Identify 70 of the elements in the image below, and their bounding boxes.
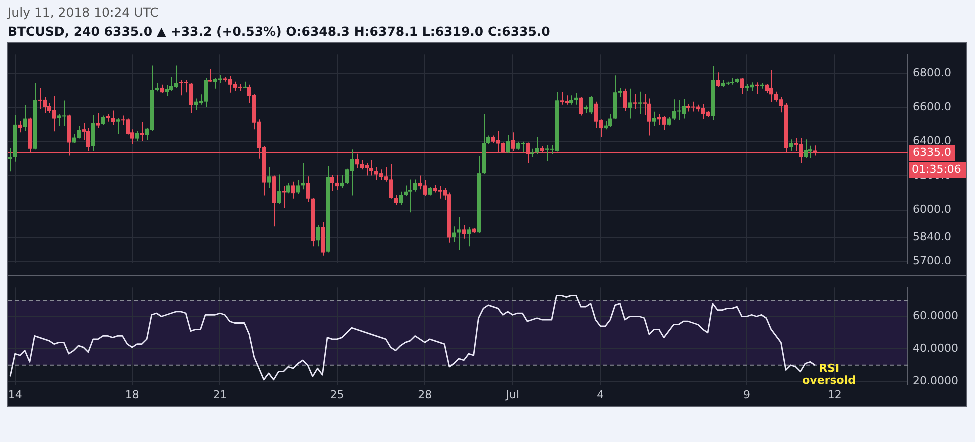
candlestick (102, 115, 106, 126)
candlestick (638, 91, 642, 115)
candlestick (652, 111, 656, 127)
candlestick (316, 224, 320, 248)
x-tick-label: 21 (213, 388, 228, 402)
candlestick (790, 139, 794, 152)
candlestick (18, 120, 22, 134)
candlestick (570, 95, 574, 106)
candlestick (408, 179, 412, 214)
candlestick (96, 112, 100, 129)
candlestick (208, 68, 212, 83)
y-tick-label: 20.0000 (913, 374, 958, 388)
candlestick (296, 180, 300, 195)
x-tick-label: 25 (330, 388, 344, 402)
chart-title: July 11, 2018 10:24 UTC (8, 4, 160, 22)
candlestick (400, 191, 404, 206)
candlestick (716, 72, 720, 88)
candlestick (278, 174, 282, 205)
y-tick-label: 5840.0 (913, 230, 952, 244)
candlestick (112, 110, 116, 126)
candlestick (8, 148, 12, 172)
x-tick-label: Jul (505, 388, 520, 402)
candlestick (190, 82, 194, 114)
y-tick-label: 5700.0 (913, 254, 952, 268)
y-tick-label: 6800.0 (913, 66, 952, 80)
x-tick-label: 4 (597, 388, 604, 402)
candlestick (282, 186, 286, 209)
x-tick-label: 9 (744, 388, 751, 402)
candlestick (580, 96, 584, 116)
candlestick (370, 160, 374, 176)
candlestick (116, 118, 120, 135)
candlestick (268, 166, 272, 189)
candlestick (140, 122, 144, 142)
candlestick (92, 114, 96, 152)
candlestick (574, 92, 578, 106)
x-tick-label: 14 (8, 388, 22, 402)
candlestick (306, 176, 310, 202)
candlestick (394, 194, 398, 206)
text: 01:35:06 (912, 162, 962, 176)
candlestick (286, 182, 290, 194)
candlestick (648, 98, 652, 136)
candlestick (740, 78, 744, 95)
candlestick (24, 104, 28, 132)
y-tick-label: 6600.0 (913, 100, 952, 114)
candlestick (608, 114, 612, 128)
candlestick (452, 226, 456, 243)
candlestick (468, 226, 472, 248)
y-tick-label: 40.0000 (913, 342, 958, 356)
candlestick (536, 136, 540, 155)
candlestick (506, 134, 510, 154)
x-tick-label: 12 (828, 388, 842, 402)
y-tick-label: 6000.0 (913, 203, 952, 216)
y-tick-label: 6400.0 (913, 134, 952, 148)
annotation: RSI oversold (802, 362, 856, 388)
x-tick-label: 28 (418, 388, 432, 402)
y-tick-label: 60.0000 (913, 310, 958, 323)
candlestick (634, 94, 638, 110)
candlestick (458, 216, 462, 251)
candlestick (414, 179, 418, 192)
candlestick (78, 126, 82, 140)
candlestick (72, 134, 76, 144)
candlestick (624, 88, 628, 112)
candlestick (462, 224, 466, 240)
ref-line-label: 6335.0 (913, 146, 952, 159)
candlestick (292, 181, 296, 200)
candlestick (804, 139, 808, 159)
x-tick-label: 18 (125, 388, 140, 402)
candlestick (136, 130, 140, 142)
candlestick (628, 88, 632, 120)
chart-subtitle: BTCUSD, 240 6335.0 ▲ +33.2 (+0.53%) O:6348.3 H:6378.1 L:6319.0 C:6335.0 (8, 23, 550, 41)
